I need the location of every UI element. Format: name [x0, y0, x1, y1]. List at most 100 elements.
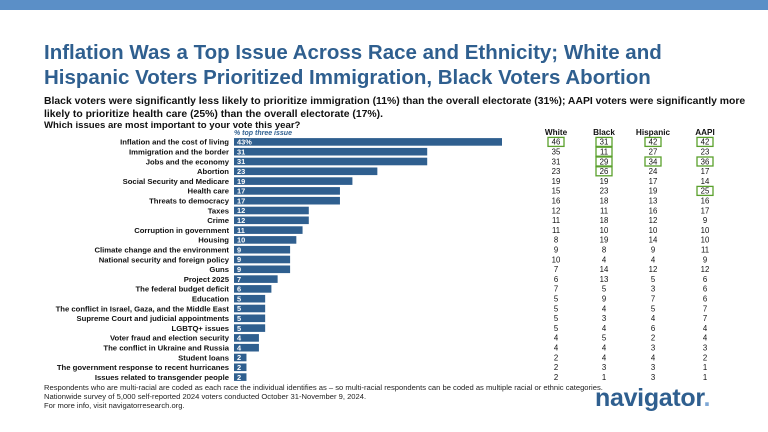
table-cell: 11 [600, 206, 608, 215]
bar-value-label: 12 [237, 206, 245, 215]
bar-value-label: 6 [237, 285, 241, 294]
table-cell: 24 [649, 167, 658, 176]
category-label: Climate change and the environment [94, 246, 229, 255]
table-cell: 25 [701, 187, 710, 196]
bar-value-label: 4 [237, 334, 242, 343]
bar-value-label: 9 [237, 245, 241, 254]
table-cell: 3 [651, 344, 655, 353]
table-cell: 9 [554, 246, 558, 255]
bar [234, 167, 378, 176]
table-cell: 6 [703, 295, 707, 304]
table-cell: 19 [552, 177, 561, 186]
category-label: The conflict in Israel, Gaza, and the Mi… [56, 304, 230, 313]
bar-value-label: 2 [237, 363, 241, 372]
bar [234, 236, 297, 244]
bar [234, 324, 266, 332]
bar [234, 265, 291, 274]
bar [234, 147, 428, 156]
table-cell: 3 [651, 285, 655, 294]
table-cell: 2 [554, 363, 558, 372]
bar-value-label: 23 [237, 167, 245, 176]
category-label: Inflation and the cost of living [120, 138, 229, 147]
table-cell: 10 [701, 236, 710, 245]
highlight-box [595, 136, 613, 148]
table-cell: 16 [649, 206, 658, 215]
category-label: Jobs and the economy [146, 157, 230, 166]
table-cell: 42 [649, 138, 658, 147]
table-cell: 4 [651, 314, 656, 323]
table-cell: 10 [552, 255, 561, 264]
table-cell: 12 [701, 265, 710, 274]
highlight-box [696, 156, 714, 167]
table-cell: 12 [649, 216, 658, 225]
bar [234, 275, 278, 283]
bar [234, 187, 340, 195]
table-cell: 11 [552, 216, 560, 225]
category-label: Health care [188, 187, 230, 196]
bar [234, 363, 247, 372]
bar [234, 314, 266, 323]
bar [234, 343, 259, 352]
highlight-box [644, 136, 662, 148]
table-cell: 12 [649, 265, 658, 274]
table-column-header: AAPI [695, 128, 715, 137]
bar-value-label: 31 [237, 147, 245, 156]
bar-value-label: 10 [237, 236, 245, 245]
table-cell: 1 [703, 363, 707, 372]
page-title: Inflation Was a Top Issue Across Race an… [44, 41, 662, 89]
category-label: Issues related to transgender people [95, 373, 230, 382]
table-cell: 18 [600, 216, 609, 225]
bar-value-label: 5 [237, 324, 241, 333]
table-cell: 18 [600, 197, 609, 206]
bar-value-label: 11 [237, 226, 245, 235]
table-cell: 6 [703, 285, 707, 294]
bar [234, 294, 266, 303]
bar-value-label: 43% [237, 138, 252, 147]
table-cell: 23 [600, 187, 609, 196]
table-cell: 46 [552, 138, 561, 147]
table-cell: 5 [554, 295, 559, 304]
table-cell: 10 [649, 226, 658, 235]
table-cell: 10 [701, 226, 710, 235]
bar [234, 196, 340, 205]
table-cell: 17 [649, 177, 658, 186]
category-label: Education [192, 295, 229, 304]
table-cell: 34 [649, 157, 658, 166]
table-cell: 9 [602, 295, 606, 304]
table-cell: 15 [552, 187, 561, 196]
table-cell: 9 [651, 246, 655, 255]
table-cell: 7 [554, 285, 558, 294]
table-cell: 4 [602, 324, 607, 333]
bar-value-label: 17 [237, 187, 245, 196]
table-cell: 5 [651, 275, 656, 284]
bar-value-label: 9 [237, 255, 241, 264]
bar-value-label: 5 [237, 294, 241, 303]
bar [234, 245, 291, 254]
table-cell: 3 [651, 363, 655, 372]
category-label: The government response to recent hurric… [57, 363, 229, 372]
series-label: % top three issue [234, 130, 292, 137]
bar-value-label: 4 [237, 343, 242, 352]
table-cell: 1 [602, 373, 606, 382]
bar-value-label: 17 [237, 196, 245, 205]
table-cell: 9 [703, 216, 707, 225]
bar [234, 334, 259, 342]
table-cell: 2 [554, 373, 558, 382]
table-column-header: Hispanic [636, 128, 671, 137]
highlight-box [696, 136, 714, 148]
category-label: The conflict in Ukraine and Russia [103, 344, 229, 353]
footnote-info: For more info, visit navigatorresearch.o… [44, 401, 185, 411]
bar-value-label: 5 [237, 314, 241, 323]
footnote-text: Respondents who are multi-racial are cod… [44, 383, 603, 402]
table-cell: 3 [703, 344, 707, 353]
table-cell: 2 [703, 353, 707, 362]
category-label: Student loans [178, 353, 229, 362]
highlight-box [595, 166, 613, 177]
category-label: Housing [198, 236, 229, 245]
bar-value-label: 19 [237, 177, 245, 186]
category-label: LGBTQ+ issues [172, 324, 229, 333]
table-cell: 4 [602, 255, 607, 264]
bar [234, 206, 309, 215]
bar [234, 138, 502, 146]
category-label: Supreme Court and judicial appointments [77, 314, 230, 323]
